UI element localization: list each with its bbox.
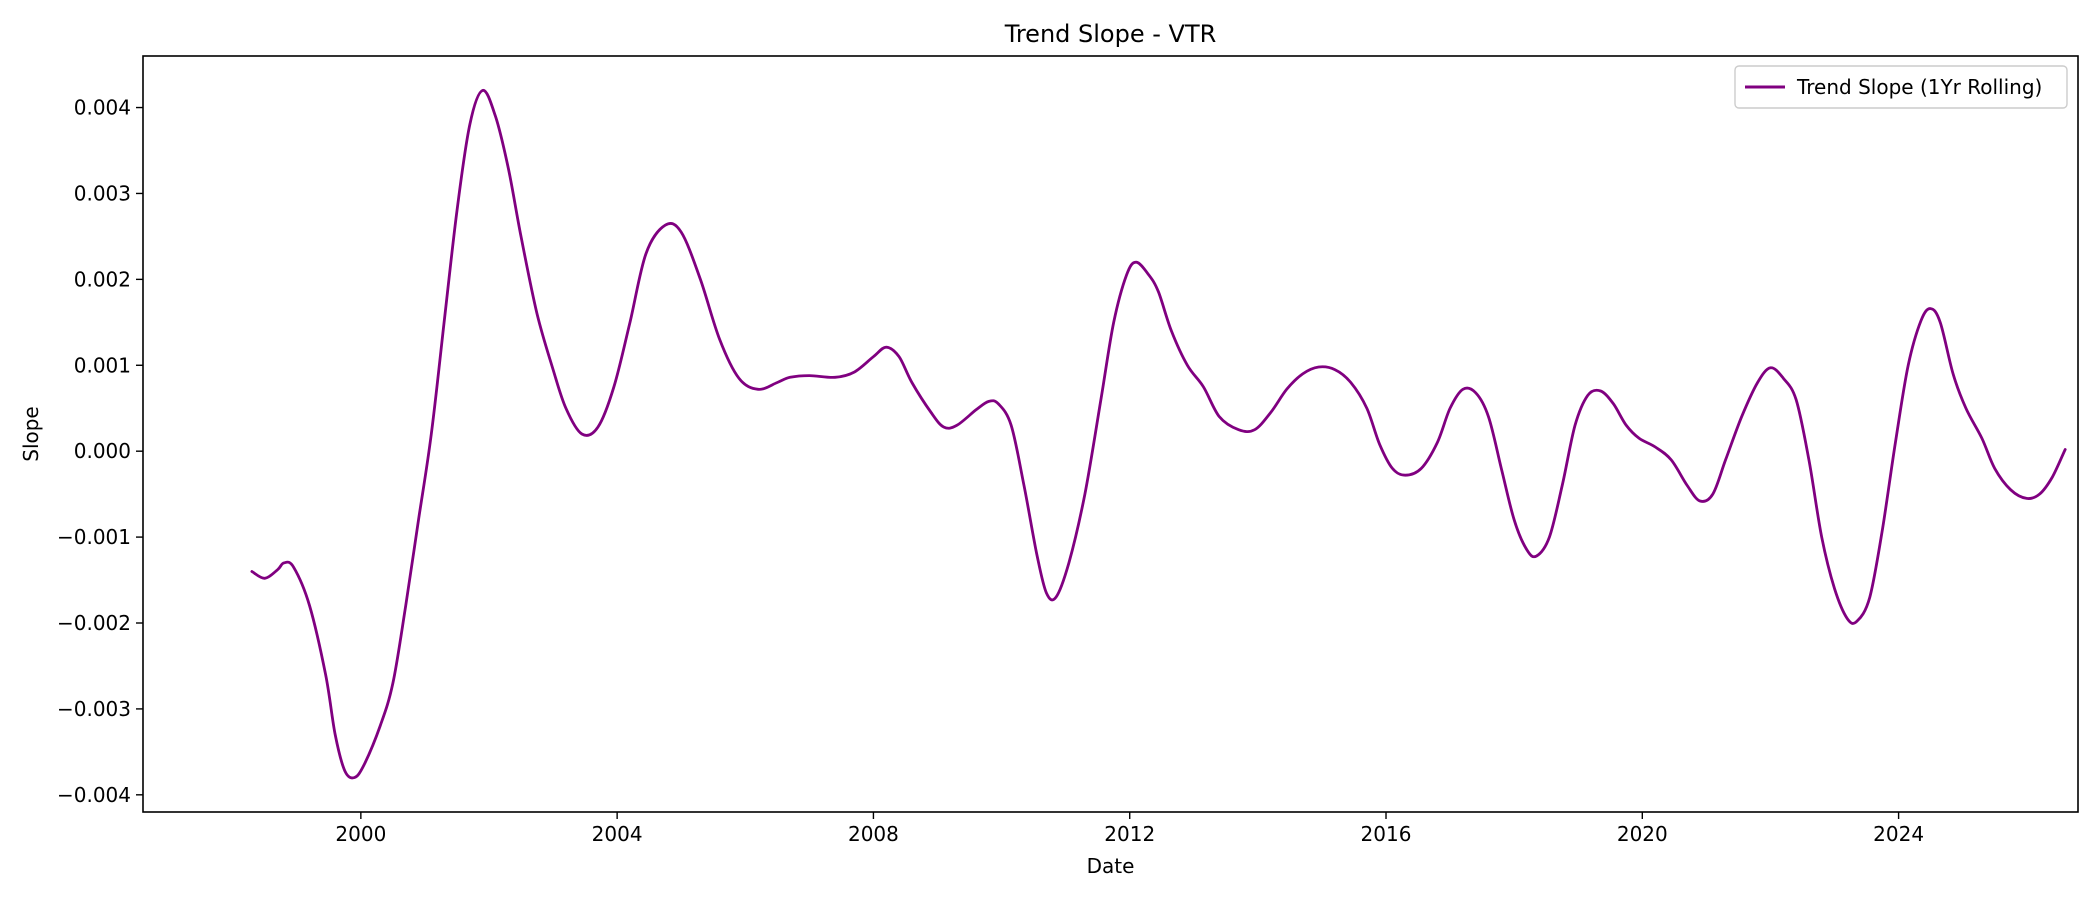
x-tick-label: 2024 [1873,822,1924,846]
y-tick-label: 0.004 [74,96,131,120]
x-tick-label: 2016 [1361,822,1412,846]
y-tick-label: −0.002 [57,611,131,635]
x-tick-label: 2020 [1617,822,1668,846]
x-tick-label: 2004 [592,822,643,846]
y-tick-label: 0.000 [74,439,131,463]
x-axis-label: Date [1087,854,1135,878]
y-tick-label: −0.004 [57,783,131,807]
y-axis-label: Slope [19,406,43,462]
y-axis-ticks: −0.004 −0.003 −0.002 −0.001 0.000 0.001 0.002 0… [57,96,143,807]
y-tick-label: −0.003 [57,697,131,721]
series-line-trend-slope [250,89,2067,780]
legend-label: Trend Slope (1Yr Rolling) [1796,75,2042,99]
chart-marks [250,89,2067,780]
chart-title: Trend Slope - VTR [1004,20,1217,48]
y-tick-label: −0.001 [57,525,131,549]
y-tick-label: 0.003 [74,181,131,205]
x-axis-ticks: 2000 2004 2008 2012 2016 2020 2024 [335,812,1924,846]
y-tick-label: 0.002 [74,267,131,291]
legend: Trend Slope (1Yr Rolling) [1734,65,2068,109]
plot-area [143,56,2078,812]
x-tick-label: 2008 [848,822,899,846]
legend-box [1734,65,2068,109]
plot-frame [142,55,2079,813]
x-tick-label: 2012 [1104,822,1155,846]
y-tick-label: 0.001 [74,353,131,377]
x-tick-label: 2000 [335,822,386,846]
